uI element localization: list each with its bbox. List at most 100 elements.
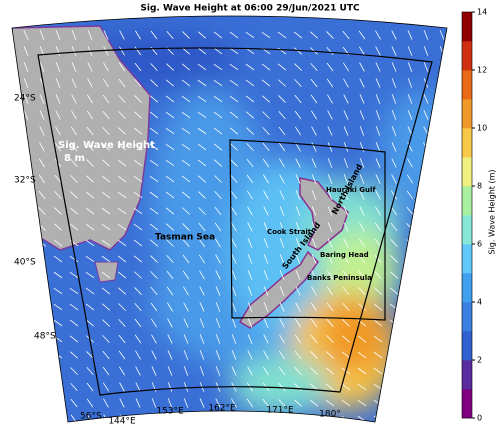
arrow bbox=[326, 351, 334, 359]
arrow bbox=[101, 223, 111, 231]
arrow bbox=[214, 206, 222, 216]
arrow bbox=[85, 239, 95, 247]
arrow bbox=[326, 78, 334, 88]
arrow bbox=[295, 270, 301, 280]
colorbar-swatch bbox=[462, 186, 472, 216]
lat-label: 48°S bbox=[34, 332, 56, 342]
arrow bbox=[198, 222, 206, 232]
arrow bbox=[197, 47, 207, 55]
arrow bbox=[231, 334, 237, 344]
arrow bbox=[199, 270, 205, 280]
arrow bbox=[262, 142, 270, 152]
arrow bbox=[118, 94, 126, 104]
colorbar: 0 2 4 6 8 10 12 14 bbox=[461, 8, 487, 423]
arrow bbox=[119, 30, 125, 40]
arrow bbox=[342, 302, 350, 312]
arrow bbox=[358, 270, 366, 280]
arrow bbox=[358, 238, 366, 248]
arrow bbox=[437, 319, 447, 327]
arrow bbox=[165, 175, 175, 183]
arrow bbox=[213, 143, 223, 151]
arrow bbox=[247, 286, 253, 296]
arrow bbox=[327, 238, 333, 248]
arrow bbox=[39, 94, 45, 104]
arrow bbox=[150, 286, 158, 296]
arrow bbox=[118, 78, 126, 88]
arrow bbox=[263, 350, 269, 360]
arrow bbox=[101, 207, 111, 215]
arrow bbox=[374, 238, 382, 248]
arrow bbox=[135, 382, 141, 392]
arrow bbox=[149, 111, 159, 119]
arrow bbox=[149, 159, 159, 167]
arrow bbox=[229, 31, 239, 39]
arrow bbox=[277, 63, 287, 71]
arrow bbox=[421, 383, 431, 391]
arrow bbox=[422, 190, 430, 200]
arrow bbox=[134, 79, 142, 87]
arrow bbox=[438, 414, 446, 422]
arrow bbox=[327, 142, 333, 152]
colorbar-swatch bbox=[462, 389, 472, 419]
arrow bbox=[246, 398, 254, 408]
arrow bbox=[438, 158, 446, 168]
arrow bbox=[326, 286, 334, 296]
arrow bbox=[295, 222, 301, 232]
arrow bbox=[423, 62, 429, 72]
arrow bbox=[53, 271, 63, 279]
arrow bbox=[86, 175, 94, 183]
arrow bbox=[70, 158, 78, 168]
arrow bbox=[165, 191, 175, 199]
arrow bbox=[375, 158, 381, 168]
arrow bbox=[23, 46, 29, 56]
arrow bbox=[357, 399, 367, 407]
arrow bbox=[421, 255, 431, 263]
arrow bbox=[231, 350, 237, 360]
arrow bbox=[133, 143, 143, 151]
arrow bbox=[22, 190, 30, 200]
arrow bbox=[54, 174, 62, 184]
arrow bbox=[231, 366, 237, 376]
arrow bbox=[86, 398, 94, 408]
arrow bbox=[149, 95, 159, 103]
arrow bbox=[247, 334, 253, 344]
arrow bbox=[102, 110, 110, 120]
arrow bbox=[229, 111, 239, 119]
arrow bbox=[71, 78, 77, 88]
arrow bbox=[245, 63, 255, 71]
arrow bbox=[117, 223, 127, 231]
arrow bbox=[311, 110, 317, 120]
arrow bbox=[437, 351, 447, 359]
arrow bbox=[421, 239, 431, 247]
arrow bbox=[213, 31, 223, 39]
arrow bbox=[21, 399, 31, 407]
arrow bbox=[295, 190, 301, 200]
australia bbox=[12, 25, 151, 251]
arrow bbox=[134, 95, 142, 103]
arrow bbox=[86, 382, 94, 392]
arrow bbox=[214, 191, 222, 199]
arrow bbox=[341, 351, 351, 359]
arrow bbox=[279, 238, 285, 248]
arrow bbox=[102, 350, 110, 360]
arrow bbox=[118, 350, 126, 360]
arrow bbox=[134, 111, 142, 119]
arrow bbox=[12, 174, 13, 184]
arrow bbox=[133, 207, 143, 215]
arrow bbox=[422, 158, 430, 168]
arrow bbox=[230, 190, 238, 200]
arrow bbox=[311, 190, 317, 200]
arrow bbox=[423, 30, 429, 40]
arrow bbox=[165, 79, 175, 87]
lat-label: 56°S bbox=[80, 412, 102, 422]
arrow bbox=[119, 398, 125, 408]
arrow bbox=[12, 46, 13, 56]
arrow bbox=[310, 367, 318, 375]
lon-label: 144°E bbox=[108, 417, 136, 427]
arrow bbox=[133, 127, 143, 135]
arrow bbox=[133, 223, 143, 231]
arrow bbox=[375, 46, 381, 56]
arrow bbox=[102, 78, 110, 88]
arrow bbox=[247, 270, 253, 280]
arrow bbox=[53, 287, 63, 295]
